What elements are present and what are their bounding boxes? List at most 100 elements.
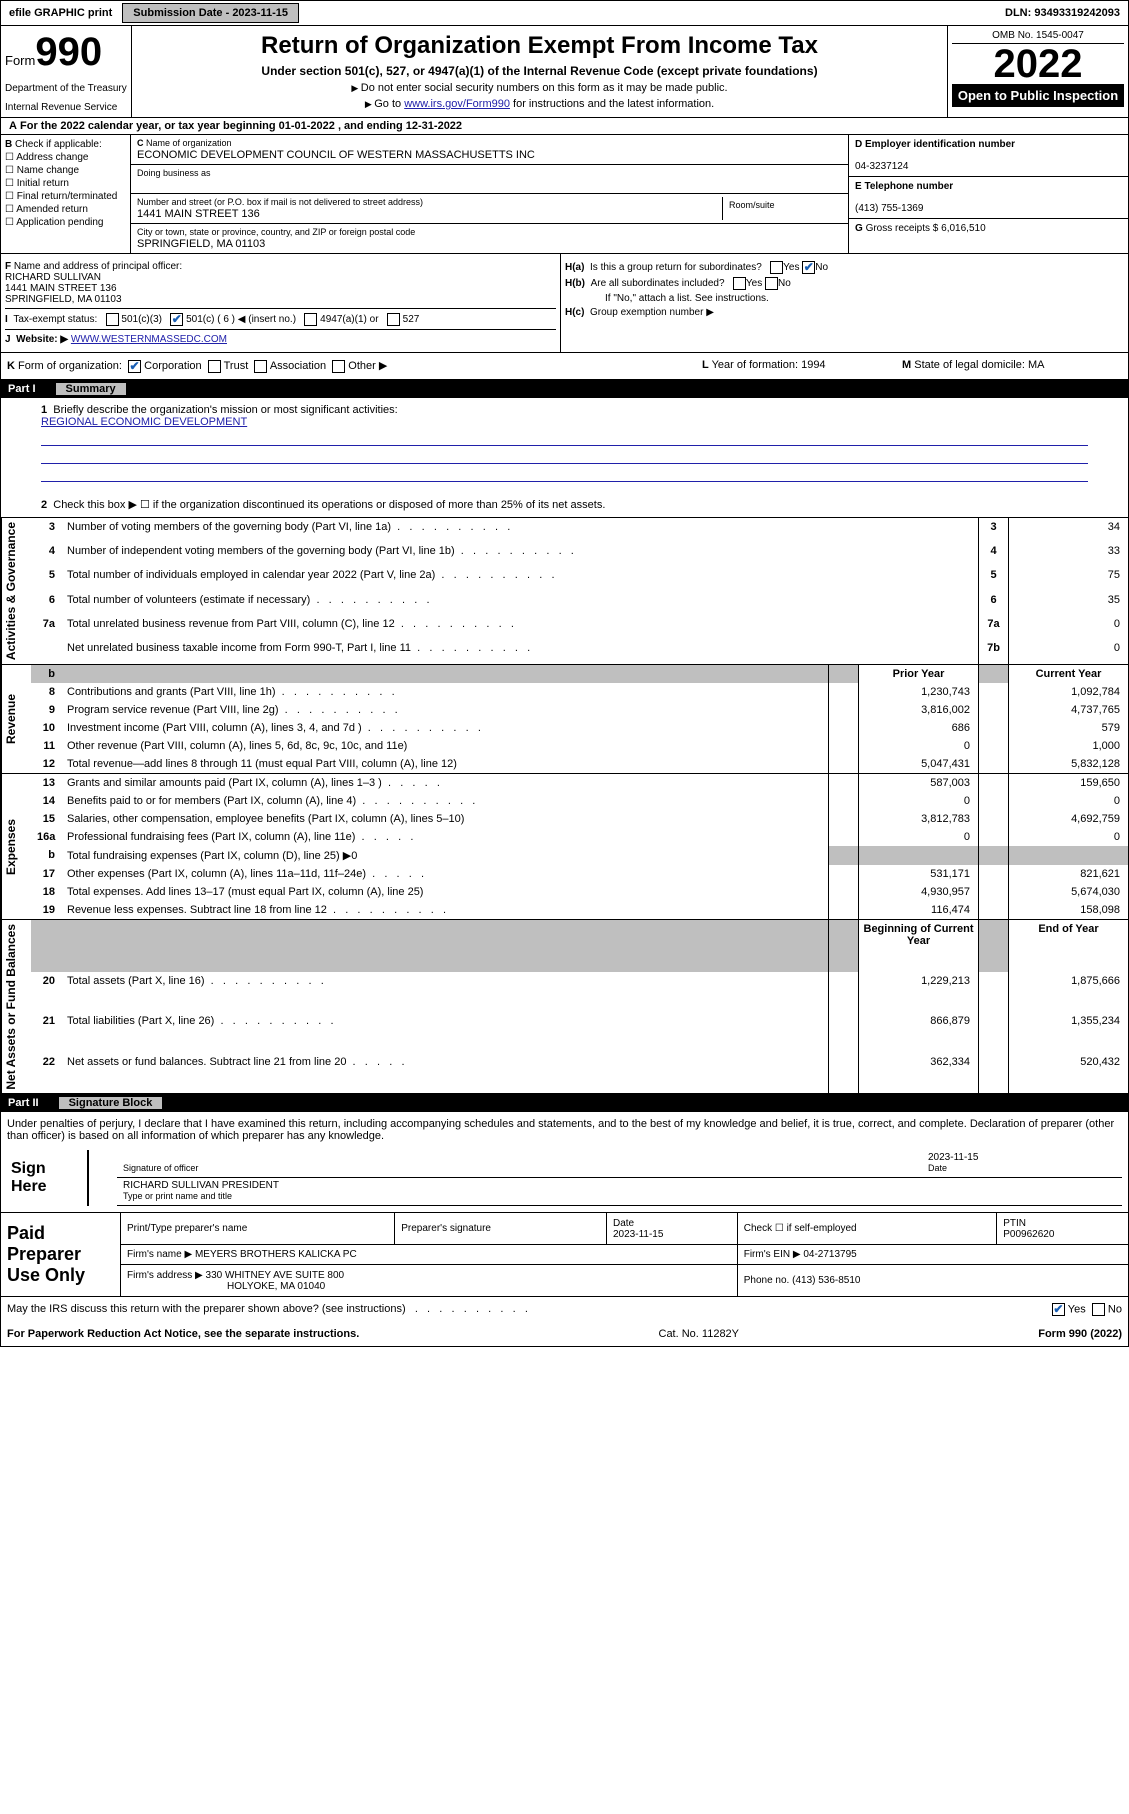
- na-t-22: Net assets or fund balances. Subtract li…: [61, 1053, 828, 1093]
- efile-label: efile GRAPHIC print: [1, 4, 120, 22]
- prep-h4[interactable]: Check ☐ if self-employed: [737, 1213, 997, 1245]
- prep-h1: Print/Type preparer's name: [121, 1213, 395, 1245]
- vlabel-na: Net Assets or Fund Balances: [1, 920, 31, 1094]
- exp-n-17: 17: [31, 865, 61, 883]
- ha-yes[interactable]: [770, 261, 783, 274]
- rev-t-11: Other revenue (Part VIII, column (A), li…: [61, 737, 828, 755]
- prep-h3: Date: [613, 1218, 634, 1229]
- form-header: Form990 Department of the Treasury Inter…: [0, 26, 1129, 118]
- hc-label: Group exemption number ▶: [590, 307, 714, 318]
- lbl-501c: 501(c) ( 6 ) ◀ (insert no.): [186, 314, 296, 325]
- exp-p-16a: 0: [858, 828, 978, 846]
- cb-4947[interactable]: [304, 313, 317, 326]
- rev-t-8: Contributions and grants (Part VIII, lin…: [61, 683, 828, 701]
- cb-app-pending[interactable]: Application pending: [16, 217, 103, 228]
- na-c-22: 520,432: [1008, 1053, 1128, 1093]
- cb-corp[interactable]: [128, 360, 141, 373]
- sig-name-label: Type or print name and title: [123, 1191, 232, 1201]
- m-value: MA: [1028, 359, 1045, 371]
- firm-phone-label: Phone no.: [744, 1275, 790, 1286]
- vlabel-rev: Revenue: [1, 665, 31, 773]
- q1-text: Briefly describe the organization's miss…: [53, 404, 397, 416]
- cb-amended[interactable]: Amended return: [16, 204, 88, 215]
- summary-q1-2: 1 Briefly describe the organization's mi…: [0, 398, 1129, 518]
- firm-addr-label: Firm's address ▶: [127, 1270, 203, 1281]
- ag-t-3: Number of voting members of the governin…: [61, 518, 978, 542]
- hb-no[interactable]: [765, 277, 778, 290]
- sig-date-value: 2023-11-15: [928, 1152, 978, 1163]
- exp-p-13: 587,003: [858, 774, 978, 792]
- form-title: Return of Organization Exempt From Incom…: [138, 32, 941, 60]
- ag-v-4: 33: [1008, 542, 1128, 566]
- exp-t-16a: Professional fundraising fees (Part IX, …: [61, 828, 828, 846]
- rev-c-8: 1,092,784: [1008, 683, 1128, 701]
- ha-no[interactable]: [802, 261, 815, 274]
- cb-name-change[interactable]: Name change: [17, 165, 79, 176]
- submission-date-button[interactable]: Submission Date - 2023-11-15: [122, 3, 299, 23]
- header-left: Form990 Department of the Treasury Inter…: [1, 26, 131, 117]
- hb-yes[interactable]: [733, 277, 746, 290]
- ha-label: Is this a group return for subordinates?: [590, 262, 762, 273]
- rev-n-11: 11: [31, 737, 61, 755]
- cb-trust[interactable]: [208, 360, 221, 373]
- section-revenue: Revenue bPrior YearCurrent Year 8Contrib…: [0, 665, 1129, 774]
- part-ii-header: Part II Signature Block: [0, 1094, 1129, 1112]
- ag-bn-7b: 7b: [978, 639, 1008, 663]
- cb-initial-return[interactable]: Initial return: [17, 178, 69, 189]
- rev-t-12: Total revenue—add lines 8 through 11 (mu…: [61, 755, 828, 773]
- phone-label: Telephone number: [864, 181, 953, 192]
- rev-c-10: 579: [1008, 719, 1128, 737]
- discuss-yes[interactable]: [1052, 1303, 1065, 1316]
- ag-n-7a: 7a: [31, 615, 61, 639]
- row-klm: K Form of organization: Corporation Trus…: [0, 353, 1129, 380]
- na-p-22: 362,334: [858, 1053, 978, 1093]
- vlabel-exp: Expenses: [1, 774, 31, 919]
- officer-label: Name and address of principal officer:: [14, 261, 182, 272]
- exp-p-17: 531,171: [858, 865, 978, 883]
- section-deg: D Employer identification number04-32371…: [848, 135, 1128, 253]
- exp-n-16b: b: [31, 846, 61, 865]
- footer: For Paperwork Reduction Act Notice, see …: [0, 1322, 1129, 1347]
- rev-n-9: 9: [31, 701, 61, 719]
- part-ii-num: Part II: [8, 1097, 39, 1109]
- firm-label: Firm's name ▶: [127, 1249, 192, 1260]
- exp-n-15: 15: [31, 810, 61, 828]
- lbl-501c3: 501(c)(3): [121, 314, 162, 325]
- cb-501c[interactable]: [170, 313, 183, 326]
- exp-c-17: 821,621: [1008, 865, 1128, 883]
- rev-n-8: 8: [31, 683, 61, 701]
- cb-address-change[interactable]: Address change: [16, 152, 88, 163]
- cb-assoc[interactable]: [254, 360, 267, 373]
- cb-527[interactable]: [387, 313, 400, 326]
- paid-preparer: Paid Preparer Use Only Print/Type prepar…: [0, 1213, 1129, 1297]
- section-expenses: Expenses 13Grants and similar amounts pa…: [0, 774, 1129, 920]
- open-inspection: Open to Public Inspection: [952, 84, 1124, 107]
- goto-suffix: for instructions and the latest informat…: [510, 98, 714, 110]
- exp-t-19: Revenue less expenses. Subtract line 18 …: [61, 901, 828, 919]
- k-label: Form of organization:: [18, 360, 122, 372]
- prep-h2: Preparer's signature: [395, 1213, 607, 1245]
- exp-p-19: 116,474: [858, 901, 978, 919]
- cb-501c3[interactable]: [106, 313, 119, 326]
- sign-here-label: Sign Here: [7, 1150, 87, 1206]
- foot-center: Cat. No. 11282Y: [659, 1328, 740, 1340]
- exp-p-15: 3,812,783: [858, 810, 978, 828]
- rev-t-10: Investment income (Part VIII, column (A)…: [61, 719, 828, 737]
- phone-value: (413) 755-1369: [855, 203, 923, 214]
- rev-c-11: 1,000: [1008, 737, 1128, 755]
- col-end: End of Year: [1008, 920, 1128, 972]
- discuss-no[interactable]: [1092, 1303, 1105, 1316]
- irs-link[interactable]: www.irs.gov/Form990: [404, 98, 510, 110]
- lbl-527: 527: [403, 314, 420, 325]
- website-link[interactable]: WWW.WESTERNMASSEDC.COM: [71, 334, 227, 345]
- cb-other[interactable]: [332, 360, 345, 373]
- org-name: ECONOMIC DEVELOPMENT COUNCIL OF WESTERN …: [137, 149, 535, 161]
- discuss-row: May the IRS discuss this return with the…: [0, 1297, 1129, 1322]
- section-b: B Check if applicable: ☐ Address change …: [1, 135, 131, 253]
- ag-v-6: 35: [1008, 591, 1128, 615]
- block-b-through-g: B Check if applicable: ☐ Address change …: [0, 135, 1129, 254]
- section-activities-governance: Activities & Governance 3Number of votin…: [0, 518, 1129, 665]
- cb-final-return[interactable]: Final return/terminated: [17, 191, 118, 202]
- exp-c-15: 4,692,759: [1008, 810, 1128, 828]
- gross-value: 6,016,510: [941, 223, 986, 234]
